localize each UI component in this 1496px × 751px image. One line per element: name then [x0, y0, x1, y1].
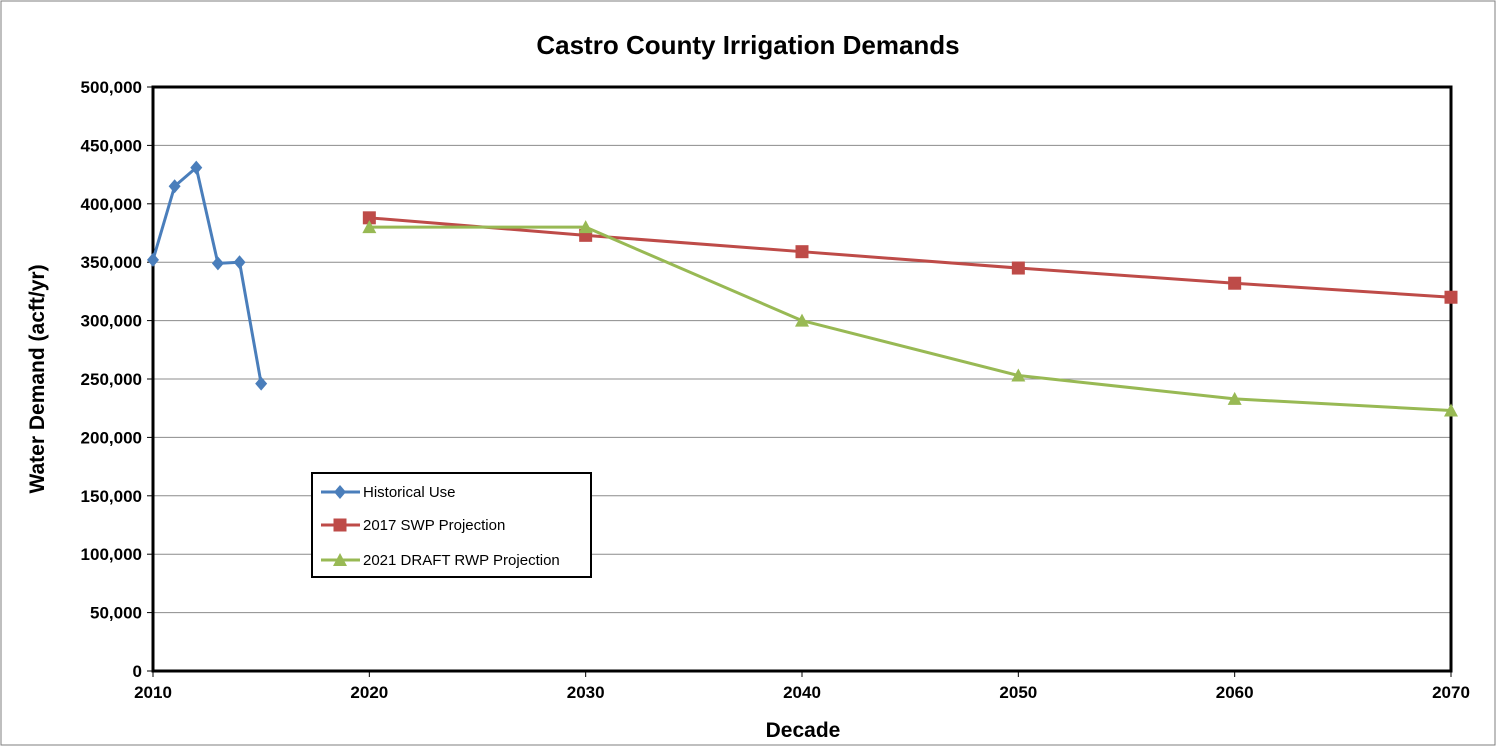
data-point: [233, 255, 246, 270]
y-tick-label: 500,000: [81, 78, 142, 97]
chart-title: Castro County Irrigation Demands: [536, 30, 959, 60]
y-tick-label: 300,000: [81, 312, 142, 331]
legend-label: Historical Use: [363, 484, 456, 501]
y-tick-label: 250,000: [81, 370, 142, 389]
series-layer: [147, 160, 1458, 417]
data-point: [1011, 261, 1025, 275]
x-tick-label: 2060: [1216, 683, 1254, 702]
y-tick-label: 100,000: [81, 545, 142, 564]
data-point: [1444, 290, 1458, 304]
y-tick-label: 0: [133, 662, 142, 681]
data-point: [795, 245, 809, 259]
data-point: [1011, 368, 1026, 382]
legend-label: 2017 SWP Projection: [363, 517, 505, 534]
data-point: [362, 211, 376, 225]
data-point: [362, 220, 377, 234]
legend-marker: [334, 485, 346, 499]
x-tick-label: 2020: [350, 683, 388, 702]
legend-label: 2021 DRAFT RWP Projection: [363, 552, 560, 569]
series-line: [151, 166, 263, 384]
data-point: [255, 376, 268, 391]
x-tick-label: 2040: [783, 683, 821, 702]
x-tick-label: 2050: [999, 683, 1037, 702]
data-point: [795, 313, 809, 327]
y-tick-label: 450,000: [81, 136, 142, 155]
y-tick-label: 400,000: [81, 195, 142, 214]
data-point: [211, 256, 224, 271]
y-tick-label: 350,000: [81, 253, 142, 272]
y-tick-label: 50,000: [90, 604, 142, 623]
data-point: [578, 220, 593, 234]
series-line: [369, 225, 1452, 413]
data-point: [1228, 276, 1242, 290]
y-axis-label: Water Demand (acft/yr): [26, 264, 49, 493]
data-point: [1444, 403, 1458, 417]
x-axis-label: Decade: [766, 719, 841, 742]
data-point: [190, 160, 203, 175]
data-point: [1227, 391, 1242, 405]
x-tick-label: 2030: [567, 683, 605, 702]
series-0: [147, 160, 268, 391]
legend-marker: [333, 518, 347, 532]
x-tick-label: 2070: [1432, 683, 1470, 702]
series-1: [362, 211, 1458, 304]
series-line: [369, 216, 1452, 299]
data-point: [147, 252, 159, 267]
legend-marker: [333, 553, 347, 566]
legend: Historical Use 2017 SWP Projection 2021 DR…: [311, 472, 592, 578]
legend-item: 2021 DRAFT RWP Projection: [321, 552, 560, 569]
x-tick-label: 2010: [134, 683, 172, 702]
data-point: [168, 179, 181, 194]
legend-item: 2017 SWP Projection: [321, 517, 505, 534]
y-axis: 0 50,000 100,000 150,000 200,000 250,000 300,0…: [81, 78, 153, 681]
x-axis: 2010 2020 2030 2040 2050 2060 2070: [134, 671, 1470, 702]
y-tick-label: 200,000: [81, 428, 142, 447]
y-tick-label: 150,000: [81, 487, 142, 506]
legend-item: Historical Use: [321, 484, 456, 501]
series-2: [362, 220, 1458, 417]
